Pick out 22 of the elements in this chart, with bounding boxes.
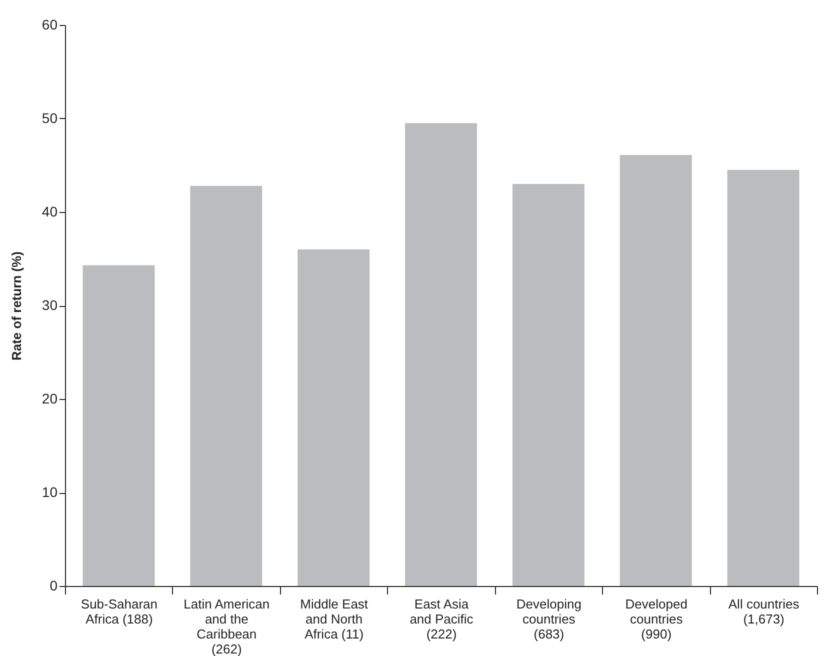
y-tick-label: 60 xyxy=(42,16,58,32)
bar xyxy=(405,123,477,586)
x-tick-label: East Asia and Pacific (222) xyxy=(410,596,474,642)
bar xyxy=(82,265,155,586)
x-tick-label: Middle East and North Africa (11) xyxy=(300,596,368,642)
x-tick-label: Developing countries (683) xyxy=(516,596,582,642)
bar xyxy=(190,186,262,586)
y-tick-label: 10 xyxy=(42,484,58,500)
x-tick-label: Developed countries (990) xyxy=(625,596,688,642)
y-tick-label: 30 xyxy=(42,297,58,313)
bar xyxy=(620,154,692,586)
bar xyxy=(298,249,370,586)
x-tick-label: Latin American and the Caribbean (262) xyxy=(184,596,270,656)
x-tick-label: All countries (1,673) xyxy=(728,596,800,626)
bar xyxy=(512,184,584,586)
bar xyxy=(727,170,800,586)
y-axis-title: Rate of return (%) xyxy=(8,251,24,361)
y-tick-label: 0 xyxy=(50,578,58,594)
y-tick-label: 40 xyxy=(42,204,58,220)
y-tick-label: 20 xyxy=(42,390,58,406)
y-tick-label: 50 xyxy=(42,110,58,126)
x-tick-label: Sub-Saharan Africa (188) xyxy=(80,596,158,626)
